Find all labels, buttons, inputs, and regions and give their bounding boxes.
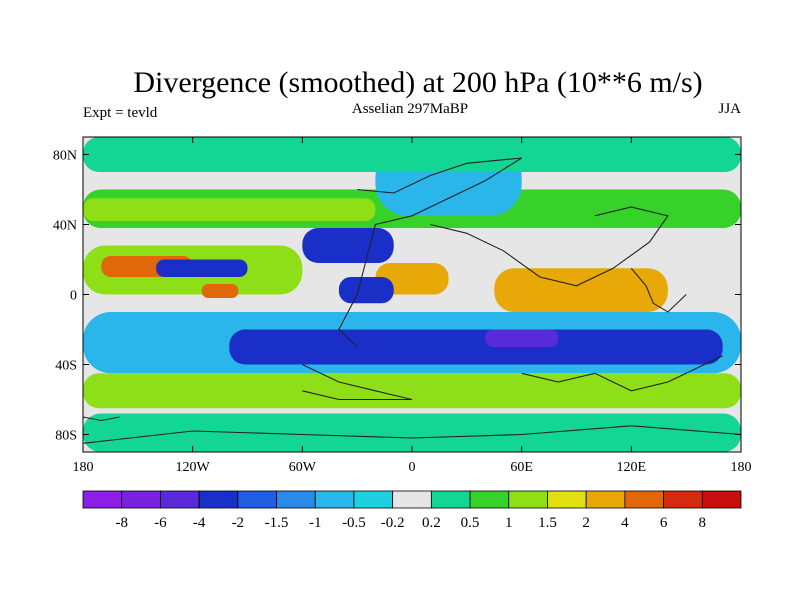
x-tick-label: 60W	[289, 460, 317, 475]
colorbar-box	[198, 490, 239, 509]
chart-title: Divergence (smoothed) at 200 hPa (10**6 …	[133, 66, 702, 99]
y-tick-label: 80N	[53, 149, 77, 164]
colorbar-box	[624, 490, 664, 509]
colorbar-label: -4	[193, 515, 206, 531]
field-region-5	[201, 284, 239, 298]
colorbar-box	[392, 490, 432, 509]
field-region-9	[338, 277, 394, 304]
colorbar-box	[701, 490, 742, 509]
coastline-4	[82, 425, 742, 444]
colorbar-box	[353, 490, 394, 509]
subtitle-center: Asselian 297MaBP	[352, 101, 468, 117]
field-region-14	[83, 373, 741, 409]
colorbar-label: 2	[582, 515, 590, 531]
coastline-0	[338, 157, 522, 348]
colorbar-label: -1	[309, 515, 322, 531]
colorbar-box	[237, 490, 277, 509]
y-tick-label: 0	[70, 289, 77, 304]
colorbar-label: -0.5	[342, 515, 366, 531]
subtitle-right: JJA	[718, 101, 741, 117]
colorbar-box	[82, 490, 123, 509]
coastline-5	[630, 267, 687, 313]
colorbar-label: 1	[505, 515, 513, 531]
colorbar-label: 0.5	[461, 515, 480, 531]
field-region-16	[83, 137, 741, 172]
field-region-7	[302, 228, 394, 263]
colorbar-label: -6	[154, 515, 167, 531]
colorbar-box	[663, 490, 703, 509]
colorbar-box	[430, 490, 471, 509]
colorbar-label: 1.5	[538, 515, 557, 531]
colorbar-label: 6	[660, 515, 668, 531]
colorbar-box	[585, 490, 626, 509]
field-region-6	[156, 259, 248, 277]
x-tick-label: 120W	[176, 460, 211, 475]
colorbar-label: 0.2	[422, 515, 441, 531]
colorbar-box	[121, 490, 161, 509]
colorbar-label: -0.2	[381, 515, 405, 531]
colorbar-box	[547, 490, 587, 509]
subtitle-left: Expt = tevld	[83, 105, 158, 121]
field-region-13	[485, 329, 559, 347]
colorbar-label: -2	[232, 515, 245, 531]
map-axes: 180 120W 60W 0 60E 120E 180 80N 40N 0 40S 80S	[53, 136, 752, 475]
colorbar-box	[469, 490, 510, 509]
colorbar-box	[160, 490, 200, 509]
colorbar-box	[314, 490, 355, 509]
x-tick-label: 180	[73, 460, 94, 475]
x-tick-label: 60E	[510, 460, 533, 475]
coastline-3	[521, 355, 723, 392]
field-region-12	[229, 329, 723, 365]
colorbar-label: -1.5	[265, 515, 289, 531]
coastline-2	[302, 364, 413, 401]
colorbar-label: 4	[621, 515, 629, 531]
x-tick-label: 180	[731, 460, 752, 475]
coastline-1	[430, 206, 669, 287]
y-tick-label: 80S	[55, 429, 77, 444]
y-tick-label: 40S	[55, 359, 77, 374]
field-region-10	[494, 268, 668, 312]
colorbar-box	[276, 490, 316, 509]
map-plot-area	[83, 137, 741, 452]
x-tick-label: 0	[409, 460, 416, 475]
x-tick-label: 120E	[617, 460, 647, 475]
colorbar: -8 -6 -4 -2 -1.5 -1 -0.5 -0.2 0.2 0.5 1 1.5 2 4 6 8	[82, 490, 742, 531]
field-region-8	[375, 263, 449, 295]
colorbar-box	[508, 490, 548, 509]
colorbar-label: 8	[699, 515, 707, 531]
coastline-6	[82, 416, 120, 422]
colorbar-label: -8	[115, 515, 128, 531]
field-region-1	[83, 198, 376, 221]
y-tick-label: 40N	[53, 219, 77, 234]
field-region-15	[83, 413, 741, 452]
coastline-outlines	[82, 157, 742, 444]
